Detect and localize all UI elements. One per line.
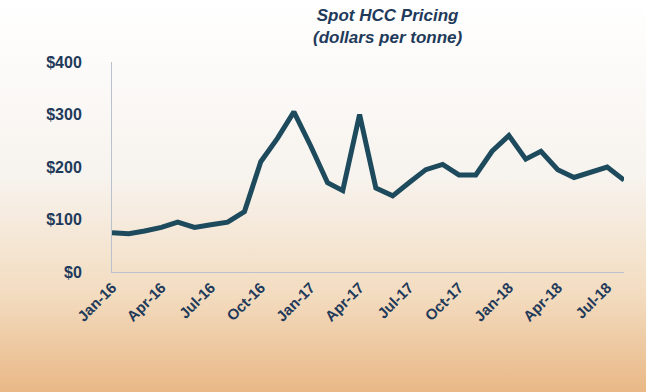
svg-text:Jan-16: Jan-16 bbox=[74, 279, 120, 325]
svg-text:Oct-17: Oct-17 bbox=[421, 279, 466, 324]
svg-text:Jul-18: Jul-18 bbox=[572, 279, 615, 322]
svg-text:Apr-16: Apr-16 bbox=[123, 279, 169, 325]
svg-text:Jul-16: Jul-16 bbox=[176, 279, 219, 322]
svg-text:Jan-17: Jan-17 bbox=[273, 279, 319, 325]
svg-text:$400: $400 bbox=[46, 54, 82, 71]
svg-text:$100: $100 bbox=[46, 211, 82, 228]
svg-text:Spot HCC Pricing(dollars per t: Spot HCC Pricing(dollars per tonne) bbox=[313, 6, 463, 47]
svg-text:$0: $0 bbox=[64, 264, 82, 281]
svg-text:Apr-17: Apr-17 bbox=[321, 279, 367, 325]
svg-text:Jan-18: Jan-18 bbox=[471, 279, 517, 325]
svg-text:$300: $300 bbox=[46, 106, 82, 123]
svg-text:Jul-17: Jul-17 bbox=[374, 279, 417, 322]
svg-text:Apr-18: Apr-18 bbox=[520, 279, 566, 325]
svg-text:Oct-16: Oct-16 bbox=[223, 279, 268, 324]
svg-text:$200: $200 bbox=[46, 159, 82, 176]
